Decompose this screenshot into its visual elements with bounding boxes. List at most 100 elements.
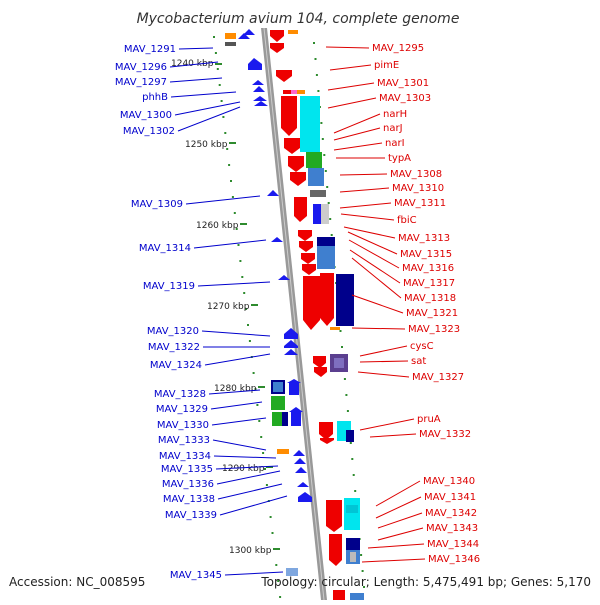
leader-line [327,97,377,109]
leader-line [333,127,381,141]
tick-dot [248,340,251,342]
tick-dot [222,116,225,118]
tick-dot [341,346,343,348]
gene-label-left: MAV_1333 [158,435,210,446]
gene-label-right: narJ [383,123,403,134]
gene-label-right: pruA [417,414,441,425]
tick-dot [254,388,257,390]
gene-arrow [238,33,250,39]
gene-arrow [253,96,267,101]
gene-feature [288,30,298,34]
gene-arrow [281,96,297,136]
gene-label-right: typA [388,153,411,164]
gene-feature [350,593,364,600]
gene-feature [286,568,298,576]
gene-arrow [252,80,264,85]
tick-dot [327,202,330,204]
tick-dot [226,148,229,150]
gene-label-right: MAV_1317 [403,278,455,289]
gene-label-left: MAV_1324 [150,360,202,371]
tick-dot [258,420,261,422]
gene-label-right: fbiC [397,215,417,226]
tick-dot [237,244,240,246]
leader-line [359,360,409,363]
gene-arrow [298,230,312,241]
leader-line [178,47,214,50]
leader-line [351,327,406,330]
gene-feature [313,204,321,224]
gene-label-left: MAV_1335 [161,464,213,475]
gene-arrow [301,253,315,264]
leader-line [339,173,388,176]
tick-dot [243,292,246,294]
gene-label-left: MAV_1297 [115,77,167,88]
gene-label-right: MAV_1303 [379,93,431,104]
gene-arrow [243,29,255,35]
leader-line [219,495,288,516]
gene-feature [346,538,360,550]
gene-label-left: MAV_1334 [159,451,211,462]
tick-dot [345,394,348,396]
gene-arrow [254,101,268,106]
gene-arrow [320,438,334,444]
kbp-label: 1270 kbp [207,302,250,312]
leader-line [369,433,417,438]
kbp-label: 1280 kbp [214,384,257,394]
leader-line [367,543,425,549]
tick-dot [354,490,357,492]
gene-feature [336,274,354,326]
gene-label-right: MAV_1316 [402,263,454,274]
gene-label-right: narI [385,138,405,149]
gene-feature [225,42,236,46]
tick-dot [326,186,329,188]
leader-line [169,61,219,68]
leader-line [215,465,279,470]
gene-label-left: MAV_1339 [165,510,217,521]
gene-label-right: MAV_1341 [424,492,476,503]
gene-label-left: MAV_1309 [131,199,183,210]
gene-feature [225,33,236,39]
kbp-label: 1290 kbp [222,464,265,474]
gene-feature [344,498,360,530]
gene-feature [272,412,282,426]
leader-line [359,418,415,431]
gene-arrow [276,70,292,82]
gene-label-right: MAV_1343 [426,523,478,534]
leader-line [359,345,408,357]
accession-text: Accession: NC_008595 [9,575,145,589]
leader-line [204,353,271,366]
tick-dot [213,36,215,38]
leader-line [339,202,392,209]
gene-arrow [297,482,309,487]
reverse-strand-genes [225,29,312,576]
gene-label-right: narH [383,109,407,120]
label-leaders [169,46,426,576]
kbp-label: 1250 kbp [185,140,228,150]
tick-dot [252,372,255,374]
leader-line [340,213,395,221]
gene-feature [277,449,289,454]
leader-line [333,142,383,151]
kbp-label: 1260 kbp [196,221,239,231]
tick-dot [275,564,278,566]
gene-label-right: MAV_1340 [423,476,475,487]
kbp-label: 1300 kbp [229,546,272,556]
gene-feature [291,412,301,426]
leader-line [197,281,271,287]
gene-label-left: MAV_1319 [143,281,195,292]
tick-dot [277,580,280,582]
leader-line [224,571,284,576]
tick-dot [220,100,223,102]
gene-label-left: MAV_1300 [120,110,172,121]
tick-dot [265,484,268,486]
gene-label-left: MAV_1345 [170,570,222,581]
gene-label-right: MAV_1308 [390,169,442,180]
gene-label-left: MAV_1314 [139,243,191,254]
tick-dot [214,52,217,54]
tick-dot [361,570,364,572]
gene-arrow [270,43,284,53]
tick-dot [313,42,315,44]
gene-arrow [299,241,313,252]
tick-dot [320,122,323,124]
